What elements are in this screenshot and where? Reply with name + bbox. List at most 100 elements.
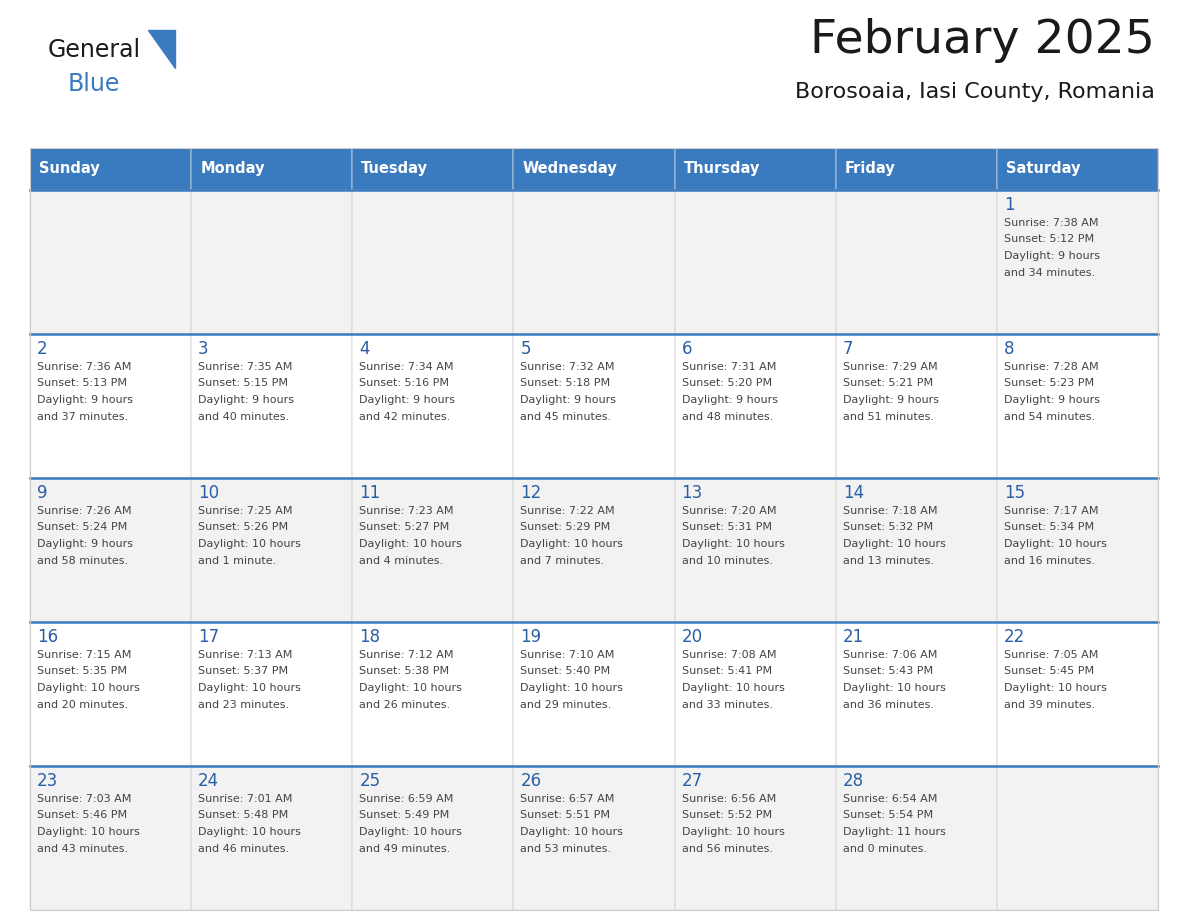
Text: Daylight: 10 hours: Daylight: 10 hours [842,539,946,549]
Text: Daylight: 9 hours: Daylight: 9 hours [842,395,939,405]
Text: Sunrise: 7:03 AM: Sunrise: 7:03 AM [37,794,132,804]
Text: Borosoaia, Iasi County, Romania: Borosoaia, Iasi County, Romania [795,82,1155,102]
Text: and 34 minutes.: and 34 minutes. [1004,267,1095,277]
Text: and 0 minutes.: and 0 minutes. [842,844,927,854]
Text: Sunset: 5:41 PM: Sunset: 5:41 PM [682,666,772,677]
Bar [675,334,835,478]
Bar [513,190,675,334]
Bar [675,190,835,334]
Text: Sunrise: 7:01 AM: Sunrise: 7:01 AM [198,794,292,804]
Text: Saturday: Saturday [1006,162,1080,176]
Text: Sunset: 5:13 PM: Sunset: 5:13 PM [37,378,127,388]
Text: 26: 26 [520,772,542,790]
Text: Sunrise: 7:26 AM: Sunrise: 7:26 AM [37,506,132,516]
Text: Sunrise: 7:06 AM: Sunrise: 7:06 AM [842,650,937,660]
Text: 11: 11 [359,484,380,502]
Text: Sunrise: 7:17 AM: Sunrise: 7:17 AM [1004,506,1099,516]
Text: Tuesday: Tuesday [361,162,429,176]
Text: General: General [48,38,141,62]
Bar [997,478,1158,622]
Text: and 10 minutes.: and 10 minutes. [682,555,772,565]
Text: Sunset: 5:23 PM: Sunset: 5:23 PM [1004,378,1094,388]
Text: Daylight: 10 hours: Daylight: 10 hours [198,827,301,837]
Bar [191,148,353,190]
Text: Sunrise: 7:34 AM: Sunrise: 7:34 AM [359,362,454,372]
Bar [191,478,353,622]
Text: Daylight: 9 hours: Daylight: 9 hours [1004,251,1100,261]
Text: Daylight: 10 hours: Daylight: 10 hours [198,539,301,549]
Text: Daylight: 11 hours: Daylight: 11 hours [842,827,946,837]
Text: Sunrise: 7:25 AM: Sunrise: 7:25 AM [198,506,292,516]
Text: Daylight: 10 hours: Daylight: 10 hours [682,539,784,549]
Text: 28: 28 [842,772,864,790]
Text: and 54 minutes.: and 54 minutes. [1004,411,1095,421]
Bar [997,622,1158,766]
Text: Monday: Monday [200,162,265,176]
Text: Sunrise: 7:23 AM: Sunrise: 7:23 AM [359,506,454,516]
Text: Sunset: 5:18 PM: Sunset: 5:18 PM [520,378,611,388]
Bar [835,334,997,478]
Bar [675,478,835,622]
Text: and 13 minutes.: and 13 minutes. [842,555,934,565]
Bar [353,622,513,766]
Text: Sunset: 5:12 PM: Sunset: 5:12 PM [1004,234,1094,244]
Bar [30,334,191,478]
Text: 1: 1 [1004,196,1015,214]
Text: and 4 minutes.: and 4 minutes. [359,555,443,565]
Text: and 20 minutes.: and 20 minutes. [37,700,128,710]
Text: and 46 minutes.: and 46 minutes. [198,844,289,854]
Text: Daylight: 10 hours: Daylight: 10 hours [520,683,624,693]
Text: Sunrise: 7:20 AM: Sunrise: 7:20 AM [682,506,776,516]
Text: and 48 minutes.: and 48 minutes. [682,411,773,421]
Text: Daylight: 10 hours: Daylight: 10 hours [198,683,301,693]
Text: Sunset: 5:54 PM: Sunset: 5:54 PM [842,811,933,821]
Text: February 2025: February 2025 [810,18,1155,63]
Text: Daylight: 10 hours: Daylight: 10 hours [682,683,784,693]
Text: Sunrise: 6:56 AM: Sunrise: 6:56 AM [682,794,776,804]
Text: Sunset: 5:46 PM: Sunset: 5:46 PM [37,811,127,821]
Bar [353,190,513,334]
Text: 9: 9 [37,484,48,502]
Text: 13: 13 [682,484,703,502]
Text: 7: 7 [842,340,853,358]
Bar [835,766,997,910]
Text: Daylight: 10 hours: Daylight: 10 hours [1004,683,1107,693]
Text: Daylight: 9 hours: Daylight: 9 hours [1004,395,1100,405]
Text: Sunrise: 7:18 AM: Sunrise: 7:18 AM [842,506,937,516]
Text: 10: 10 [198,484,220,502]
Text: Sunset: 5:38 PM: Sunset: 5:38 PM [359,666,449,677]
Text: 17: 17 [198,628,220,646]
Bar [353,478,513,622]
Bar [191,766,353,910]
Text: Sunset: 5:20 PM: Sunset: 5:20 PM [682,378,772,388]
Text: Sunrise: 7:08 AM: Sunrise: 7:08 AM [682,650,776,660]
Text: 3: 3 [198,340,209,358]
Bar [835,478,997,622]
Text: 16: 16 [37,628,58,646]
Text: Daylight: 10 hours: Daylight: 10 hours [520,539,624,549]
Bar [835,622,997,766]
Bar [191,190,353,334]
Text: 20: 20 [682,628,702,646]
Bar [353,148,513,190]
Text: 19: 19 [520,628,542,646]
Text: and 40 minutes.: and 40 minutes. [198,411,289,421]
Text: Sunrise: 7:10 AM: Sunrise: 7:10 AM [520,650,615,660]
Text: Sunrise: 6:54 AM: Sunrise: 6:54 AM [842,794,937,804]
Text: and 1 minute.: and 1 minute. [198,555,277,565]
Text: Blue: Blue [68,72,120,96]
Bar [835,190,997,334]
Text: and 16 minutes.: and 16 minutes. [1004,555,1095,565]
Bar [30,478,191,622]
Text: 25: 25 [359,772,380,790]
Text: and 29 minutes.: and 29 minutes. [520,700,612,710]
Text: and 49 minutes.: and 49 minutes. [359,844,450,854]
Text: Daylight: 9 hours: Daylight: 9 hours [37,539,133,549]
Text: and 36 minutes.: and 36 minutes. [842,700,934,710]
Bar [997,334,1158,478]
Text: Daylight: 10 hours: Daylight: 10 hours [842,683,946,693]
Text: 27: 27 [682,772,702,790]
Text: Daylight: 10 hours: Daylight: 10 hours [359,683,462,693]
Text: 18: 18 [359,628,380,646]
Text: and 53 minutes.: and 53 minutes. [520,844,612,854]
